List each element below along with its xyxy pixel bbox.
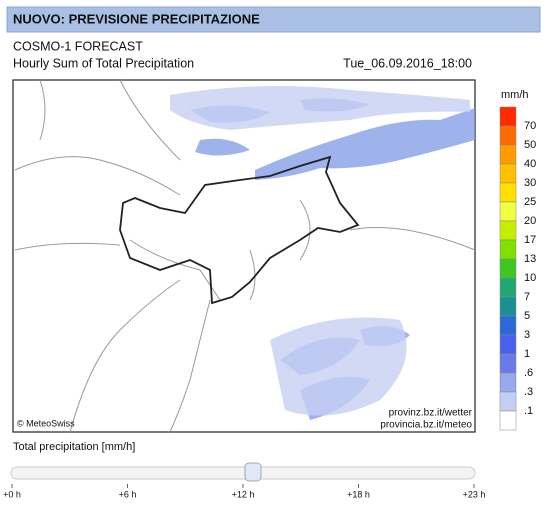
legend-swatch: [499, 201, 517, 222]
legend-swatch: [499, 353, 517, 374]
legend-label: 7: [524, 291, 530, 303]
legend-label: 25: [524, 196, 536, 208]
legend-label: 17: [524, 234, 536, 246]
link: provincia.bz.it/meteo: [380, 420, 472, 431]
legend-label: 1: [524, 348, 530, 360]
legend-label: 13: [524, 253, 536, 265]
legend-swatch: [499, 277, 517, 298]
legend-label: 5: [524, 310, 530, 322]
slider-label: Total precipitation [mm/h]: [13, 441, 135, 453]
legend-unit: mm/h: [501, 89, 529, 101]
legend-label: 3: [524, 329, 530, 341]
legend-swatch: [499, 220, 517, 241]
legend-swatch: [499, 125, 517, 146]
slider-tick-label: +18 h: [347, 489, 370, 499]
legend-label: 70: [524, 120, 536, 132]
header-bar: [6, 6, 541, 33]
slider-tick-label: +12 h: [232, 489, 255, 499]
legend-label: 10: [524, 272, 536, 284]
product-name: Hourly Sum of Total Precipitation: [13, 56, 194, 70]
slider-track[interactable]: [10, 466, 476, 480]
legend-label: 30: [524, 177, 536, 189]
legend-label: .3: [524, 386, 533, 398]
legend-label: .6: [524, 367, 533, 379]
legend-swatch: [499, 410, 517, 431]
legend: 70 50 40 30 25 20 17 13 10 7 5 3 1 .6 .3 .1: [499, 106, 536, 431]
legend-swatch: [499, 315, 517, 336]
legend-swatch: [499, 372, 517, 393]
slider-tick-label: +6 h: [119, 489, 137, 499]
legend-label: 50: [524, 139, 536, 151]
model-name: COSMO-1 FORECAST: [13, 39, 143, 53]
header-title: NUOVO: PREVISIONE PRECIPITAZIONE: [13, 11, 260, 26]
legend-label: .1: [524, 405, 533, 417]
copyright: © MeteoSwiss: [17, 418, 75, 428]
legend-swatch: [499, 296, 517, 317]
legend-swatch: [499, 239, 517, 260]
slider-thumb[interactable]: [244, 462, 262, 482]
slider-tick-label: +0 h: [3, 489, 21, 499]
legend-swatch: [499, 391, 517, 412]
slider-ticks: +0 h +6 h +12 h +18 h +23 h: [3, 484, 485, 499]
legend-swatch: [499, 144, 517, 165]
legend-label: 20: [524, 215, 536, 227]
map: [12, 79, 476, 433]
legend-swatch: [499, 334, 517, 355]
legend-swatch: [499, 258, 517, 279]
timestamp: Tue_06.09.2016_18:00: [343, 56, 472, 70]
legend-swatch: [499, 106, 517, 127]
link: provinz.bz.it/wetter: [389, 408, 473, 419]
legend-label: 40: [524, 158, 536, 170]
legend-swatch: [499, 163, 517, 184]
legend-swatch: [499, 182, 517, 203]
slider-tick-label: +23 h: [463, 489, 486, 499]
